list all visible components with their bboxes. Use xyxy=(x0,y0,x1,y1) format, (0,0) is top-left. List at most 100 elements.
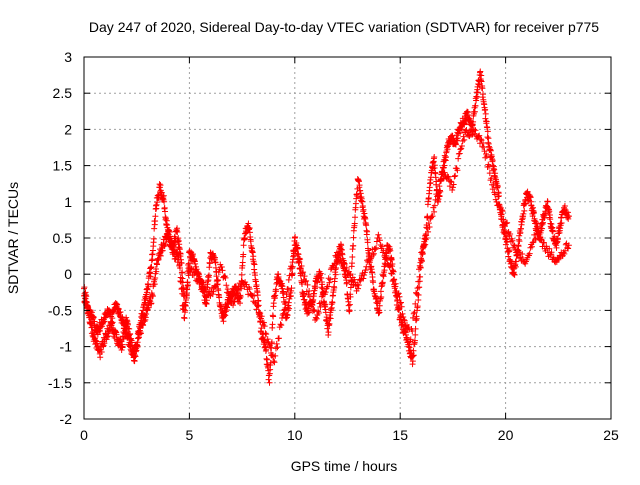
data-point xyxy=(429,213,436,220)
data-point xyxy=(495,201,502,208)
data-point xyxy=(231,298,238,305)
data-point xyxy=(470,118,477,125)
data-point xyxy=(452,172,459,179)
data-point xyxy=(517,225,524,232)
data-point xyxy=(397,300,404,307)
y-tick-label: 3 xyxy=(64,49,72,65)
data-point xyxy=(239,259,246,266)
y-tick-label: 1.5 xyxy=(53,158,73,174)
data-point xyxy=(540,239,547,246)
data-point xyxy=(184,282,191,289)
data-point xyxy=(391,276,398,283)
data-point xyxy=(236,300,243,307)
data-point xyxy=(539,225,546,232)
data-point xyxy=(174,251,181,258)
data-point xyxy=(273,340,280,347)
data-point xyxy=(532,235,539,242)
data-point xyxy=(534,228,541,235)
data-point xyxy=(294,245,301,252)
data-point xyxy=(380,247,387,254)
data-point xyxy=(180,306,187,313)
data-point xyxy=(410,352,417,359)
data-point xyxy=(409,358,416,365)
y-tick-label: -2 xyxy=(60,411,73,427)
data-point xyxy=(117,308,124,315)
data-point xyxy=(289,259,296,266)
data-point xyxy=(192,269,199,276)
data-point xyxy=(149,256,156,263)
data-point xyxy=(315,309,322,316)
data-point xyxy=(203,297,210,304)
data-point xyxy=(309,301,316,308)
data-point xyxy=(306,287,313,294)
data-point xyxy=(103,334,110,341)
data-point xyxy=(343,279,350,286)
data-point xyxy=(428,214,435,221)
data-point xyxy=(153,268,160,275)
data-point xyxy=(295,259,302,266)
data-point xyxy=(234,290,241,297)
x-axis-label: GPS time / hours xyxy=(291,458,398,474)
data-point xyxy=(420,243,427,250)
data-point xyxy=(426,224,433,231)
data-point xyxy=(417,273,424,280)
data-point xyxy=(373,238,380,245)
data-point xyxy=(399,310,406,317)
data-point xyxy=(230,298,237,305)
data-point xyxy=(158,189,165,196)
data-point xyxy=(377,242,384,249)
data-point xyxy=(291,242,298,249)
data-point xyxy=(486,163,493,170)
data-point xyxy=(402,331,409,338)
data-point xyxy=(215,277,222,284)
data-point xyxy=(388,256,395,263)
data-point xyxy=(278,322,285,329)
data-point xyxy=(409,328,416,335)
data-point xyxy=(152,213,159,220)
data-point xyxy=(488,175,495,182)
data-point xyxy=(223,282,230,289)
data-point xyxy=(412,300,419,307)
data-point xyxy=(250,260,257,267)
data-point xyxy=(521,207,528,214)
data-point xyxy=(411,309,418,316)
data-point xyxy=(286,305,293,312)
data-point xyxy=(123,317,130,324)
data-point xyxy=(176,264,183,271)
data-point xyxy=(183,292,190,299)
data-point xyxy=(131,350,138,357)
data-point xyxy=(286,272,293,279)
data-point xyxy=(537,236,544,243)
data-point xyxy=(372,246,379,253)
data-point xyxy=(504,219,511,226)
data-point xyxy=(445,173,452,180)
data-point xyxy=(432,174,439,181)
data-point xyxy=(267,344,274,351)
data-point xyxy=(355,178,362,185)
data-point xyxy=(221,311,228,318)
data-point xyxy=(498,211,505,218)
data-point xyxy=(302,278,309,285)
data-point xyxy=(513,258,520,265)
data-point xyxy=(484,128,491,135)
data-point xyxy=(484,124,491,131)
data-point xyxy=(160,192,167,199)
data-point xyxy=(97,354,104,361)
data-point xyxy=(387,247,394,254)
data-point xyxy=(356,182,363,189)
data-point xyxy=(267,359,274,366)
data-point xyxy=(449,187,456,194)
data-point xyxy=(240,242,247,249)
data-point xyxy=(364,228,371,235)
data-point xyxy=(292,234,299,241)
data-point xyxy=(346,272,353,279)
data-point xyxy=(357,190,364,197)
data-point xyxy=(362,267,369,274)
data-point xyxy=(423,235,430,242)
data-point xyxy=(157,182,164,189)
data-point xyxy=(425,228,432,235)
data-point xyxy=(240,251,247,258)
data-point xyxy=(280,289,287,296)
data-point xyxy=(406,344,413,351)
